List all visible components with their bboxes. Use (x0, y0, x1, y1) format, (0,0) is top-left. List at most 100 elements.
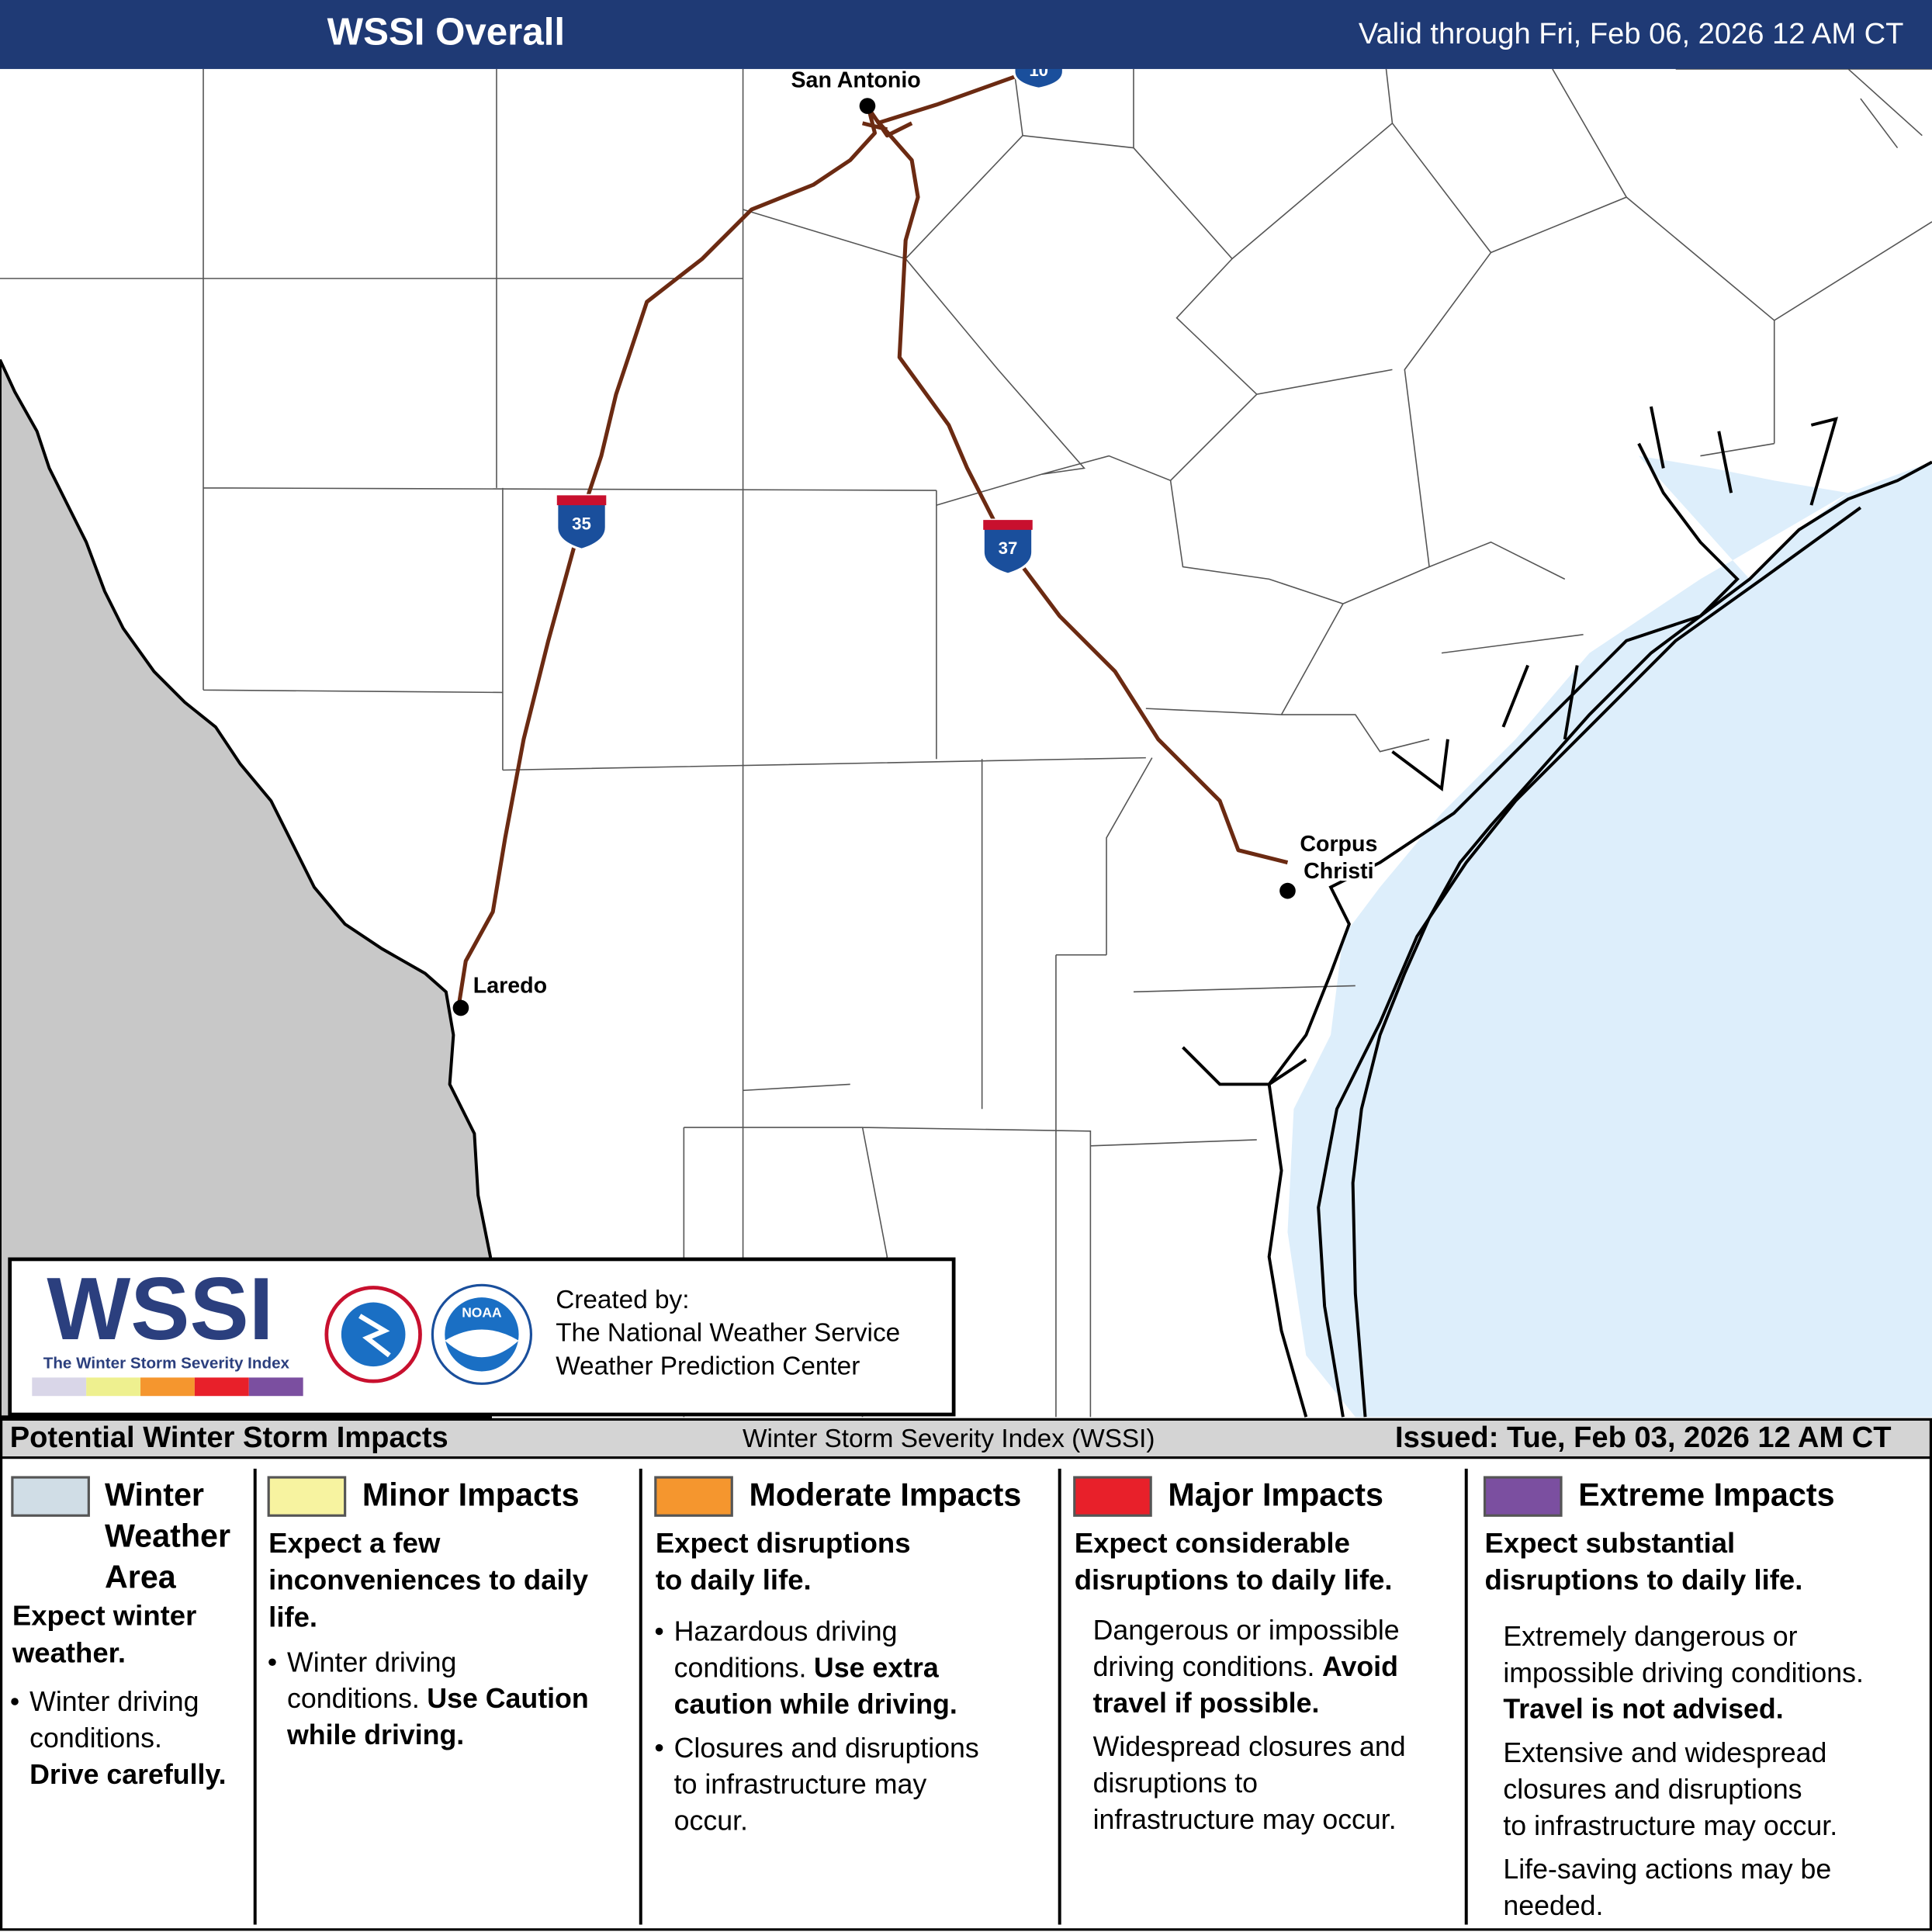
legend-item: Winter Weather Area Expect winter weather. Wi… (11, 1476, 230, 1790)
wssi-subtitle: The Winter Storm Severity Index (43, 1354, 290, 1372)
legend-item: Moderate Impacts Expect disruptions to dai… (654, 1476, 1022, 1837)
body-line: conditions. Use extra (674, 1653, 940, 1684)
column-dividers (253, 1468, 1468, 1925)
barrier-islands (1317, 506, 1862, 1418)
body-text: conditions. (29, 1723, 162, 1754)
shield-35: 35 (556, 493, 608, 551)
wssi-logo: WSSI (47, 1260, 273, 1359)
body-text: closures and disruptions (1503, 1774, 1802, 1805)
city-label: Christi (1304, 859, 1374, 884)
legend-issued: Issued: Tue, Feb 03, 2026 12 AM CT (1395, 1421, 1892, 1454)
body-line: Winter driving (29, 1687, 199, 1718)
body-line: travel if possible. (1093, 1688, 1320, 1719)
item-headline: Expect considerable (1075, 1527, 1350, 1559)
legend-item: Extreme Impacts Expect substantial disrupt… (1483, 1476, 1864, 1921)
body-line: Extensive and widespread (1503, 1738, 1826, 1769)
header-valid: Valid through Fri, Feb 06, 2026 12 AM CT (1359, 18, 1904, 50)
header-title: WSSI Overall (327, 10, 565, 53)
body-line: caution while driving. (674, 1689, 957, 1720)
body-text: Winter driving (287, 1647, 456, 1678)
body-line: Drive carefully. (29, 1759, 226, 1790)
shield-label: 35 (572, 514, 591, 533)
body-line: Widespread closures and (1093, 1732, 1406, 1763)
shield-label: 37 (999, 538, 1018, 558)
shield-37: 37 (982, 518, 1034, 576)
body-line: Travel is not advised. (1503, 1694, 1783, 1725)
body-text: Travel is not advised. (1503, 1694, 1783, 1725)
legend-bar (0, 1418, 1932, 1459)
body-line: Dangerous or impossible (1093, 1615, 1400, 1646)
item-headline: disruptions to daily life. (1485, 1564, 1803, 1596)
legend-subtitle: Winter Storm Severity Index (WSSI) (743, 1425, 1155, 1453)
city-dot (859, 98, 876, 114)
item-name: Moderate Impacts (750, 1477, 1022, 1512)
body-text: Extensive and widespread (1503, 1738, 1826, 1769)
body-text: Avoid (1322, 1651, 1398, 1682)
body-text: travel if possible. (1093, 1688, 1320, 1719)
credit-line: The National Weather Service (556, 1319, 900, 1348)
city-dot (452, 999, 469, 1016)
body-text: Dangerous or impossible (1093, 1615, 1400, 1646)
body-text: to infrastructure may (674, 1769, 927, 1800)
body-text: Winter driving (29, 1687, 199, 1718)
body-line: to infrastructure may occur. (1503, 1810, 1837, 1841)
body-text: caution while driving. (674, 1689, 957, 1720)
body-text: Widespread closures and (1093, 1732, 1406, 1763)
item-name: Major Impacts (1168, 1477, 1383, 1512)
swatch (11, 1476, 90, 1517)
city-label: Laredo (473, 974, 547, 999)
item-headline: life. (268, 1601, 317, 1633)
body-line: infrastructure may occur. (1093, 1804, 1397, 1835)
bullet (655, 1743, 663, 1752)
body-line: Hazardous driving (674, 1616, 898, 1647)
item-headline: weather. (12, 1636, 126, 1668)
city-label: San Antonio (791, 68, 921, 92)
body-line: Extremely dangerous or (1503, 1621, 1797, 1652)
body-line: conditions. Use Caution (287, 1684, 589, 1715)
credit-line: Created by: (556, 1286, 689, 1314)
city-dot (1279, 882, 1296, 899)
body-line: to infrastructure may (674, 1769, 927, 1800)
item-name: Extreme Impacts (1578, 1477, 1834, 1512)
legend-item: Major Impacts Expect considerable disrupti… (1073, 1476, 1406, 1835)
interstate-10 (876, 71, 1023, 126)
body-text: Closures and disruptions (674, 1733, 979, 1764)
item-headline: Expect disruptions (656, 1527, 911, 1559)
index-colorbar (32, 1377, 303, 1397)
body-line: closures and disruptions (1503, 1774, 1802, 1805)
item-name: Weather (105, 1518, 230, 1554)
city-label: Corpus (1300, 832, 1377, 857)
body-text: conditions. (674, 1653, 807, 1684)
body-line: impossible driving conditions. (1503, 1657, 1864, 1688)
interstate-410 (861, 107, 913, 138)
item-headline: Expect a few (268, 1527, 441, 1559)
body-text: Extremely dangerous or (1503, 1621, 1797, 1652)
body-text: infrastructure may occur. (1093, 1804, 1397, 1835)
item-headline: Expect substantial (1485, 1527, 1736, 1559)
swatch (1483, 1476, 1563, 1517)
legend-title: Potential Winter Storm Impacts (10, 1421, 448, 1454)
svg-text:NOAA: NOAA (462, 1304, 502, 1320)
coastline (1351, 460, 1932, 1418)
item-name: Winter (105, 1477, 204, 1512)
item-headline: Expect winter (12, 1600, 196, 1632)
credit-line: Weather Prediction Center (556, 1352, 860, 1381)
body-line: needed. (1503, 1890, 1603, 1921)
body-text: Hazardous driving (674, 1616, 898, 1647)
nws-logo (324, 1286, 422, 1383)
body-text: Use extra (814, 1653, 940, 1684)
item-headline: disruptions to daily life. (1075, 1564, 1393, 1596)
interstate-35 (456, 108, 878, 1009)
body-line: Winter driving (287, 1647, 456, 1678)
item-name: Minor Impacts (362, 1477, 580, 1512)
body-line: while driving. (286, 1720, 464, 1751)
body-text: Use Caution (427, 1684, 588, 1715)
gulf-water (1352, 462, 1932, 1418)
item-name: Area (105, 1560, 177, 1595)
body-text: conditions. (287, 1684, 420, 1715)
body-text: while driving. (286, 1720, 464, 1751)
body-text: driving conditions. (1093, 1651, 1315, 1682)
body-line: disruptions to (1093, 1768, 1258, 1799)
body-line: Life-saving actions may be (1503, 1854, 1831, 1885)
